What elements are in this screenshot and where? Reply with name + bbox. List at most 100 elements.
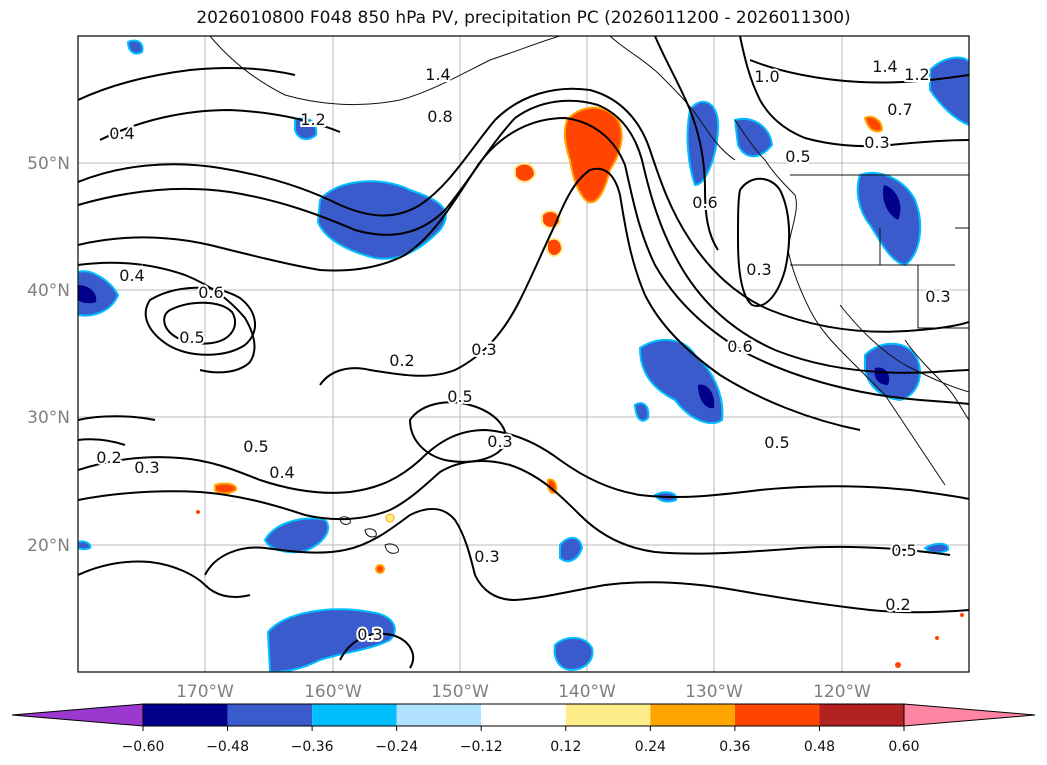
- pv-contour: [408, 401, 507, 463]
- colorbar-tick-label: −0.24: [375, 739, 418, 755]
- lon-label-160w: 160°W: [304, 682, 362, 702]
- pv-contour: [739, 36, 969, 148]
- contour-label: 0.7: [887, 100, 912, 119]
- coastline-alaska: [209, 36, 561, 106]
- contour-label: 0.2: [96, 448, 121, 467]
- lon-label-130w: 130°W: [685, 682, 743, 702]
- precip-dot-c: [196, 510, 200, 514]
- contour-label: 0.3: [487, 432, 512, 451]
- pv-contour: [144, 286, 256, 356]
- lon-label-150w: 150°W: [431, 682, 489, 702]
- pv-contour: [78, 261, 256, 374]
- pv-contour: [339, 632, 415, 669]
- colorbar-ticks: −0.60 −0.48 −0.36 −0.24 −0.12 0.12 0.24 0.36 0.4…: [122, 726, 920, 755]
- contour-label: 0.2: [389, 351, 414, 370]
- contour-label: 1.4: [872, 57, 897, 76]
- border-state-2: [917, 265, 969, 329]
- coastline-hawaii-3: [384, 543, 399, 554]
- map-title: 2026010800 F048 850 hPa PV, precipitatio…: [196, 8, 851, 28]
- contour-label: 1.0: [754, 67, 779, 86]
- colorbar-bin: [819, 704, 904, 726]
- contour-label: 0.4: [109, 124, 134, 143]
- lat-label-50n: 50°N: [27, 154, 70, 174]
- pv-contour: [99, 108, 341, 141]
- contour-label: 0.8: [427, 107, 452, 126]
- precip-patch-west-core: [78, 285, 97, 304]
- colorbar-extend-high: [903, 703, 1036, 727]
- contour-label: 0.5: [891, 541, 916, 560]
- precip-patch-small-c: [633, 402, 650, 422]
- lon-label-170w: 170°W: [176, 682, 234, 702]
- contour-label: 0.5: [243, 437, 268, 456]
- pv-contour: [78, 460, 951, 556]
- contour-label: 0.3: [471, 340, 496, 359]
- colorbar-tick-label: 0.24: [635, 739, 666, 755]
- lon-axis: 170°W 160°W 150°W 140°W 130°W 120°W: [176, 682, 871, 702]
- pv-contour: [163, 301, 237, 345]
- contour-label: 0.3: [746, 260, 771, 279]
- precip-patch-bc: [733, 117, 774, 158]
- map-frame: [77, 35, 970, 673]
- contour-label: 0.3: [474, 547, 499, 566]
- coastline-hawaii-2: [364, 528, 377, 538]
- pv-contour: [78, 116, 969, 405]
- pv-contour: [78, 560, 251, 598]
- precip-patch-ne-corner: [929, 56, 969, 127]
- colorbar-bin: [396, 704, 482, 726]
- coastline-alaska-panhandle: [609, 36, 736, 161]
- pv-contour: [204, 508, 969, 614]
- precip-patch-orange-d: [863, 115, 884, 133]
- coastline-hawaii-1: [339, 516, 351, 525]
- precip-patch-orange-a: [514, 162, 537, 183]
- precip-dot-a: [375, 564, 385, 574]
- coastlines: [209, 36, 969, 554]
- contour-label: 0.6: [727, 337, 752, 356]
- precip-patch-small-b: [126, 39, 144, 55]
- coastline-bc: [734, 119, 797, 251]
- contour-label: 0.4: [269, 463, 294, 482]
- contour-label: 0.3: [864, 133, 889, 152]
- precip-patch-orange-e: [214, 482, 238, 495]
- coastline-us-west: [787, 249, 886, 396]
- colorbar-bin: [143, 704, 228, 726]
- colorbar-frame: [142, 703, 905, 727]
- precip-dot-f: [895, 662, 901, 668]
- contour-labels: 1.41.2 0.81.01.4 1.20.70.40.50.60.30.30.40…: [94, 55, 952, 646]
- pv-contour: [78, 66, 296, 101]
- precip-patch-wa-core: [882, 185, 901, 220]
- coastline-mexico: [904, 339, 969, 421]
- colorbar-tick-label: −0.36: [291, 739, 334, 755]
- colorbar-bin: [312, 704, 397, 726]
- colorbar-tick-label: 0.36: [719, 739, 750, 755]
- pv-contour: [78, 428, 969, 500]
- precip-dot-b: [385, 513, 395, 523]
- precip-patch-orange-c: [546, 237, 564, 257]
- precip-patch-small-a: [294, 117, 318, 141]
- contour-label: 0.5: [179, 328, 204, 347]
- precip-patch-mid: [559, 536, 584, 563]
- contour-label: 0.3: [357, 625, 382, 644]
- lat-label-20n: 20°N: [27, 536, 70, 556]
- lat-label-30n: 30°N: [27, 408, 70, 428]
- pv-contours: [78, 36, 969, 669]
- precip-patch-south: [266, 608, 396, 672]
- colorbar-tick-label: −0.12: [460, 739, 503, 755]
- colorbar-tick-label: −0.60: [122, 739, 165, 755]
- lat-axis: 50°N 40°N 30°N 20°N: [27, 154, 70, 556]
- coastline-baja: [884, 394, 946, 486]
- precip-patch-south2: [553, 636, 594, 672]
- contour-label: 1.2: [904, 65, 929, 84]
- colorbar-bin: [481, 704, 566, 726]
- contour-label: 0.2: [885, 595, 910, 614]
- pv-contour: [78, 87, 969, 333]
- lon-label-120w: 120°W: [813, 682, 871, 702]
- colorbar-bin: [650, 704, 735, 726]
- contour-label: 0.5: [764, 433, 789, 452]
- colorbar-extend-low: [11, 703, 144, 727]
- pv-contour: [736, 177, 791, 307]
- pv-contour: [654, 36, 719, 251]
- pv-contour: [319, 167, 861, 431]
- precip-dot-e: [935, 636, 939, 640]
- pv-contour: [749, 59, 969, 84]
